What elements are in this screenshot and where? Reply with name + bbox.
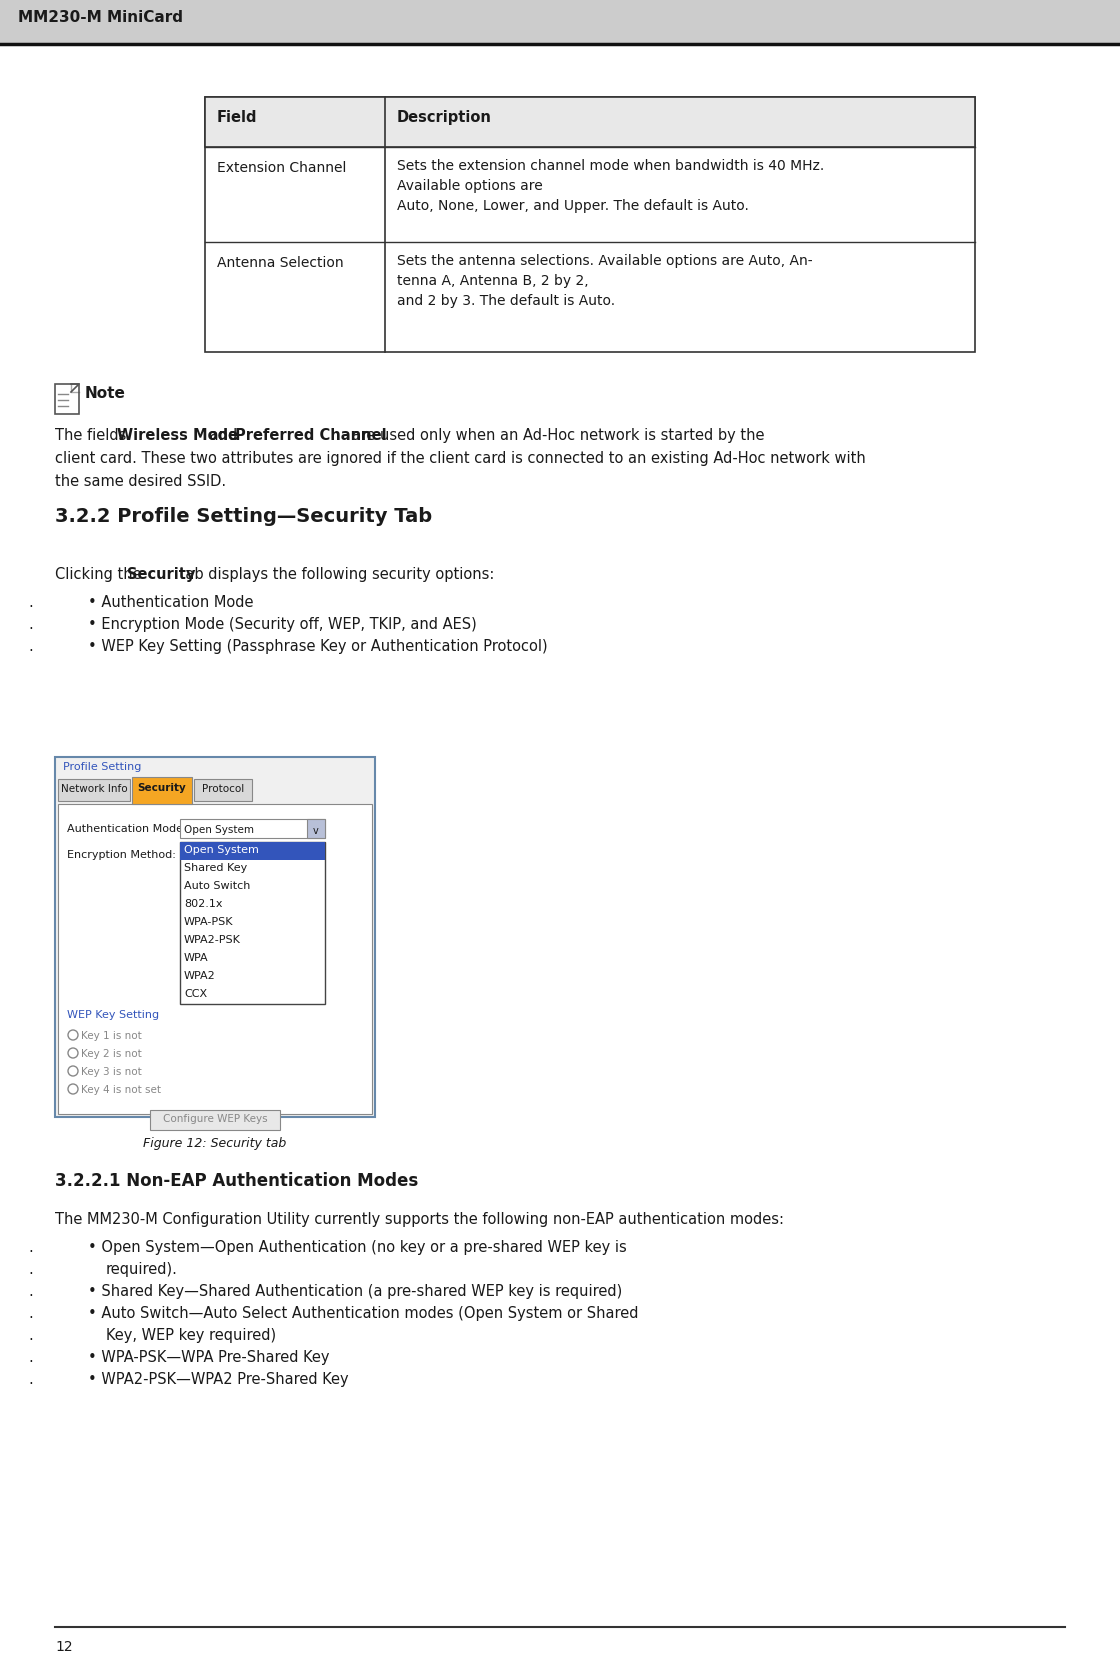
Text: 12: 12 <box>55 1640 73 1654</box>
Text: Available options are: Available options are <box>396 179 543 193</box>
Text: .: . <box>28 1350 32 1365</box>
Text: Description: Description <box>396 110 492 125</box>
Text: .: . <box>28 1373 32 1388</box>
Text: client card. These two attributes are ignored if the client card is connected to: client card. These two attributes are ig… <box>55 450 866 465</box>
Text: the same desired SSID.: the same desired SSID. <box>55 474 226 489</box>
Text: • Authentication Mode: • Authentication Mode <box>88 595 253 610</box>
Text: .: . <box>28 1240 32 1255</box>
Text: Encryption Method:: Encryption Method: <box>67 849 176 859</box>
Bar <box>307 819 325 838</box>
Text: Auto, None, Lower, and Upper. The default is Auto.: Auto, None, Lower, and Upper. The defaul… <box>396 199 749 213</box>
Text: • WPA2-PSK—WPA2 Pre-Shared Key: • WPA2-PSK—WPA2 Pre-Shared Key <box>88 1373 348 1388</box>
Bar <box>205 96 976 146</box>
Text: The fields: The fields <box>55 429 131 444</box>
Bar <box>194 779 252 801</box>
Text: Open System: Open System <box>184 824 254 834</box>
Text: WPA2-PSK: WPA2-PSK <box>184 936 241 946</box>
Bar <box>180 843 325 1004</box>
Text: v: v <box>314 826 319 836</box>
Text: and: and <box>205 429 242 444</box>
Text: Key 2 is not: Key 2 is not <box>81 1049 142 1059</box>
Text: The MM230-M Configuration Utility currently supports the following non-EAP authe: The MM230-M Configuration Utility curren… <box>55 1212 784 1227</box>
Text: • Auto Switch—Auto Select Authentication modes (Open System or Shared: • Auto Switch—Auto Select Authentication… <box>88 1306 638 1321</box>
Text: • Shared Key—Shared Authentication (a pre-shared WEP key is required): • Shared Key—Shared Authentication (a pr… <box>88 1285 623 1300</box>
Bar <box>180 843 325 859</box>
Text: Note: Note <box>85 386 125 401</box>
Text: • Open System—Open Authentication (no key or a pre-shared WEP key is: • Open System—Open Authentication (no ke… <box>88 1240 627 1255</box>
Text: Open System: Open System <box>184 844 259 854</box>
Text: MM230-M MiniCard: MM230-M MiniCard <box>18 10 183 25</box>
Text: Key 1 is not: Key 1 is not <box>81 1030 142 1040</box>
Bar <box>55 756 375 1117</box>
Text: Sets the antenna selections. Available options are Auto, An-: Sets the antenna selections. Available o… <box>396 254 813 268</box>
Text: 802.1x: 802.1x <box>184 899 223 909</box>
Text: Protocol: Protocol <box>202 784 244 794</box>
Bar <box>58 779 130 801</box>
Text: Clicking the: Clicking the <box>55 567 147 582</box>
Text: Figure 12: Security tab: Figure 12: Security tab <box>143 1137 287 1150</box>
Text: WPA: WPA <box>184 952 208 962</box>
Text: Network Info: Network Info <box>60 784 128 794</box>
Text: .: . <box>28 1285 32 1300</box>
Text: .: . <box>28 595 32 610</box>
Text: 3.2.2.1 Non-EAP Authentication Modes: 3.2.2.1 Non-EAP Authentication Modes <box>55 1172 418 1190</box>
Text: .: . <box>28 1306 32 1321</box>
Bar <box>0 0 1120 43</box>
Text: and 2 by 3. The default is Auto.: and 2 by 3. The default is Auto. <box>396 294 615 307</box>
Text: required).: required). <box>106 1261 178 1276</box>
Text: • Encryption Mode (Security off, WEP, TKIP, and AES): • Encryption Mode (Security off, WEP, TK… <box>88 617 477 632</box>
Text: WPA-PSK: WPA-PSK <box>184 917 233 927</box>
Bar <box>55 384 80 414</box>
Text: Key 3 is not: Key 3 is not <box>81 1067 142 1077</box>
Text: Sets the extension channel mode when bandwidth is 40 MHz.: Sets the extension channel mode when ban… <box>396 160 824 173</box>
Text: Wireless Mode: Wireless Mode <box>116 429 239 444</box>
Text: .: . <box>28 617 32 632</box>
Text: 3.2.2 Profile Setting—Security Tab: 3.2.2 Profile Setting—Security Tab <box>55 507 432 525</box>
Bar <box>58 804 372 1114</box>
Text: Shared Key: Shared Key <box>184 863 248 873</box>
Text: Profile Setting: Profile Setting <box>63 761 141 773</box>
Text: Field: Field <box>217 110 258 125</box>
Bar <box>132 778 192 804</box>
Text: Authentication Mode:: Authentication Mode: <box>67 824 187 834</box>
Text: Configure WEP Keys: Configure WEP Keys <box>162 1114 268 1124</box>
Bar <box>180 819 325 838</box>
Text: Auto Switch: Auto Switch <box>184 881 251 891</box>
Text: • WPA-PSK—WPA Pre-Shared Key: • WPA-PSK—WPA Pre-Shared Key <box>88 1350 329 1365</box>
Text: Preferred Channel: Preferred Channel <box>235 429 386 444</box>
Text: Key 4 is not set: Key 4 is not set <box>81 1085 161 1095</box>
Text: tab displays the following security options:: tab displays the following security opti… <box>175 567 494 582</box>
Text: are used only when an Ad-Hoc network is started by the: are used only when an Ad-Hoc network is … <box>347 429 765 444</box>
Text: .: . <box>28 638 32 655</box>
Text: .: . <box>28 1328 32 1343</box>
Text: Security: Security <box>127 567 195 582</box>
Text: .: . <box>28 1261 32 1276</box>
Text: tenna A, Antenna B, 2 by 2,: tenna A, Antenna B, 2 by 2, <box>396 274 589 288</box>
Bar <box>150 1110 280 1130</box>
Text: WPA2: WPA2 <box>184 971 216 981</box>
Text: Extension Channel: Extension Channel <box>217 161 346 175</box>
Text: • WEP Key Setting (Passphrase Key or Authentication Protocol): • WEP Key Setting (Passphrase Key or Aut… <box>88 638 548 655</box>
Text: WEP Key Setting: WEP Key Setting <box>67 1010 159 1020</box>
Text: Security: Security <box>138 783 186 793</box>
Text: Antenna Selection: Antenna Selection <box>217 256 344 269</box>
Text: CCX: CCX <box>184 989 207 999</box>
Bar <box>205 96 976 352</box>
Text: Key, WEP key required): Key, WEP key required) <box>106 1328 277 1343</box>
